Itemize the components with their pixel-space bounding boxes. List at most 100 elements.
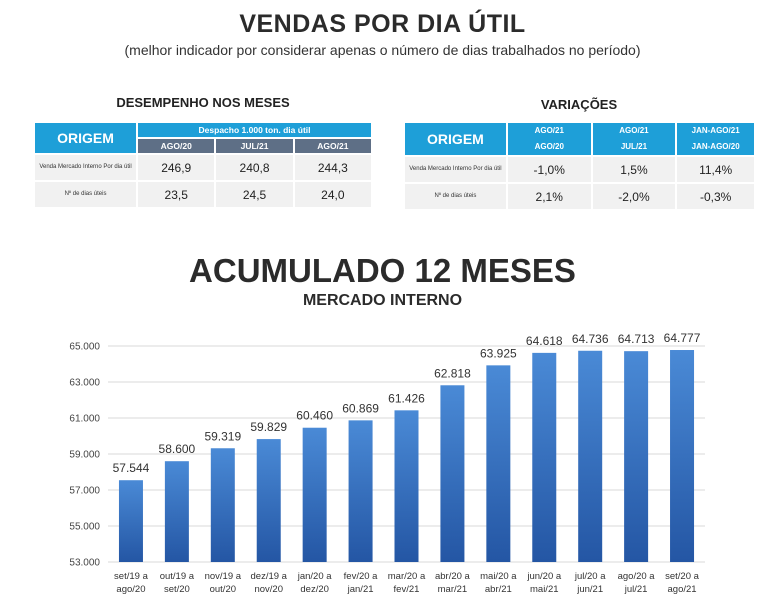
x-tick-label: dez/19 a nov/20: [251, 571, 288, 595]
variacoes-title: VARIAÇÕES: [540, 97, 618, 112]
x-tick-line: jun/21: [576, 584, 603, 595]
table-cell: 24,5: [216, 182, 293, 207]
table-cell: 240,8: [216, 155, 293, 180]
table-cell: -0,3%: [677, 184, 754, 209]
x-tick-line: out/19 a: [160, 571, 195, 582]
x-tick-line: jun/20 a: [526, 571, 562, 582]
x-tick-line: jan/21: [347, 584, 374, 595]
bar: [624, 351, 649, 562]
y-tick-label: 61.000: [69, 414, 100, 425]
chart-title: ACUMULADO 12 MESES: [189, 252, 576, 289]
y-tick-label: 57.000: [69, 486, 100, 497]
x-tick-line: dez/20: [300, 584, 329, 595]
bar-chart: 53.000 55.000 57.000 59.000 61.000 63.000 65.0…: [69, 331, 705, 595]
table-row: Venda Mercado Interno Por dia útil -1,0%…: [405, 157, 754, 182]
column-header-bottom: JUL/21: [620, 142, 648, 151]
row-label: Venda Mercado Interno Por dia útil: [35, 155, 137, 180]
y-tick-label: 53.000: [69, 558, 100, 569]
x-tick-label: out/19 a set/20: [160, 571, 195, 595]
bar: [164, 461, 189, 562]
data-label: 57.544: [113, 461, 150, 475]
column-header-top: AGO/21: [619, 126, 649, 135]
x-tick-line: fev/21: [394, 584, 420, 595]
column-header: AGO/21 JUL/21: [592, 123, 676, 155]
x-tick-label: set/20 a ago/21: [665, 571, 700, 595]
table-cell: -1,0%: [507, 157, 591, 182]
bar: [486, 365, 511, 562]
x-tick-label: set/19 a ago/20: [114, 571, 149, 595]
data-label: 58.600: [159, 442, 196, 456]
data-label: 59.829: [250, 420, 287, 434]
column-header: JAN-AGO/21 JAN-AGO/20: [677, 123, 754, 155]
table-cell: 2,1%: [507, 184, 591, 209]
bar: [394, 410, 419, 562]
x-tick-label: mar/20 a fev/21: [388, 571, 426, 595]
x-tick-line: mar/20 a: [388, 571, 426, 582]
x-tick-line: set/19 a: [114, 571, 149, 582]
page-subtitle: (melhor indicador por considerar apenas …: [124, 42, 641, 58]
table-row: Nº de dias úteis 2,1% -2,0% -0,3%: [405, 184, 754, 209]
x-tick-line: mai/21: [530, 584, 559, 595]
data-label: 64.736: [572, 332, 609, 346]
row-label: Nº de dias úteis: [405, 184, 506, 209]
bar: [348, 420, 373, 562]
x-tick-line: ago/21: [668, 584, 697, 595]
bar: [578, 350, 603, 562]
x-tick-line: dez/19 a: [251, 571, 288, 582]
bar: [302, 427, 327, 562]
origem-header: ORIGEM: [405, 123, 506, 155]
y-tick-label: 59.000: [69, 450, 100, 461]
data-label: 64.713: [618, 332, 655, 346]
table-cell: 24,0: [294, 182, 371, 207]
column-header: AGO/21 AGO/20: [507, 123, 591, 155]
x-tick-line: out/20: [210, 584, 236, 595]
table-cell: 11,4%: [677, 157, 754, 182]
data-label: 61.426: [388, 391, 425, 405]
column-header: JUL/21: [216, 139, 293, 153]
x-tick-line: ago/20: [116, 584, 145, 595]
row-label: Venda Mercado Interno Por dia útil: [405, 157, 506, 182]
group-header: Despacho 1.000 ton. dia útil: [138, 123, 371, 137]
data-label: 60.869: [342, 401, 379, 415]
desempenho-title: DESEMPENHO NOS MESES: [116, 95, 290, 110]
column-header-bottom: JAN-AGO/20: [691, 142, 740, 151]
column-header-top: AGO/21: [534, 126, 564, 135]
table-row: Nº de dias úteis 23,5 24,5 24,0: [35, 182, 371, 207]
x-tick-line: mar/21: [438, 584, 468, 595]
x-tick-line: jul/20 a: [574, 571, 606, 582]
column-header-bottom: AGO/20: [534, 142, 564, 151]
table-cell: 1,5%: [592, 157, 676, 182]
table-cell: 244,3: [294, 155, 371, 180]
x-tick-label: jun/20 a mai/21: [526, 571, 562, 595]
table-cell: 23,5: [138, 182, 215, 207]
x-tick-line: mai/20 a: [480, 571, 517, 582]
bar: [532, 352, 557, 562]
chart-subtitle: MERCADO INTERNO: [302, 292, 463, 309]
data-label: 63.925: [480, 346, 517, 360]
x-tick-label: jan/20 a dez/20: [297, 571, 333, 595]
x-tick-line: jan/20 a: [297, 571, 333, 582]
x-tick-label: nov/19 a out/20: [205, 571, 242, 595]
x-tick-label: fev/20 a jan/21: [344, 571, 379, 595]
column-header-top: JAN-AGO/21: [691, 126, 740, 135]
data-label: 64.618: [526, 334, 563, 348]
desempenho-table: ORIGEM Despacho 1.000 ton. dia útil AGO/…: [33, 121, 373, 209]
bar: [210, 448, 235, 562]
row-label: Nº de dias úteis: [35, 182, 137, 207]
x-tick-line: set/20: [164, 584, 190, 595]
x-tick-label: ago/20 a jul/21: [618, 571, 656, 595]
x-tick-line: fev/20 a: [344, 571, 379, 582]
data-label: 60.460: [296, 409, 333, 423]
data-label: 64.777: [664, 331, 701, 345]
column-header: AGO/20: [138, 139, 215, 153]
origem-header: ORIGEM: [35, 123, 137, 153]
column-header: AGO/21: [294, 139, 371, 153]
x-tick-label: jul/20 a jun/21: [574, 571, 606, 595]
bar: [118, 480, 143, 562]
variacoes-table: ORIGEM AGO/21 AGO/20 AGO/21 JUL/21 JAN-A…: [403, 121, 756, 211]
x-tick-label: abr/20 a mar/21: [435, 571, 471, 595]
bar: [440, 385, 465, 562]
y-tick-label: 63.000: [69, 378, 100, 389]
y-tick-label: 55.000: [69, 522, 100, 533]
page-title: VENDAS POR DIA ÚTIL: [239, 10, 526, 38]
